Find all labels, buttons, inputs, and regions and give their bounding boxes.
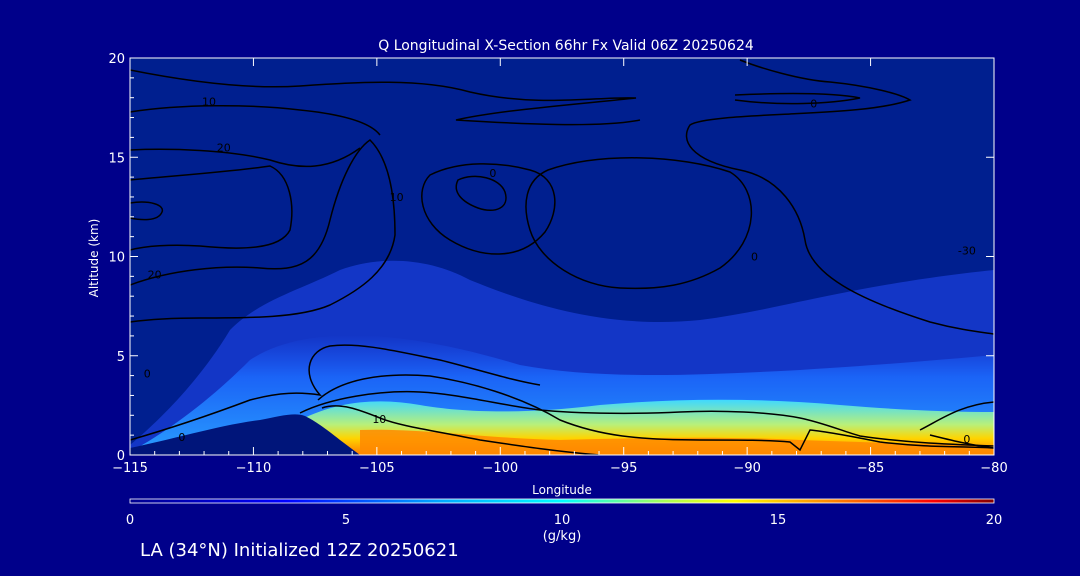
humidity-field-maximum bbox=[360, 429, 994, 455]
x-tick-label: −105 bbox=[359, 461, 395, 476]
colorbar-tick-label: 0 bbox=[126, 513, 134, 528]
contour-label: 10 bbox=[372, 413, 386, 426]
x-axis: −115 −110 −105 −100 −95 −90 −85 −80 bbox=[112, 58, 1008, 476]
contour-line bbox=[130, 139, 396, 323]
contour-label: -30 bbox=[958, 245, 976, 258]
colorbar-tick-label: 20 bbox=[986, 513, 1003, 528]
y-tick-label: 15 bbox=[108, 151, 125, 166]
y-tick-label: 0 bbox=[117, 449, 125, 464]
contour-line bbox=[321, 405, 601, 455]
x-axis-label: Longitude bbox=[532, 483, 592, 497]
colorbar-tick-label: 15 bbox=[770, 513, 787, 528]
colorbar bbox=[129, 498, 995, 504]
contour-line bbox=[130, 69, 641, 126]
contour-line bbox=[734, 92, 861, 105]
contour-label: 10 bbox=[390, 191, 404, 204]
contour-line bbox=[317, 374, 994, 452]
contour-line bbox=[130, 165, 293, 251]
contour-label: 0 bbox=[810, 98, 817, 111]
chart-title: Q Longitudinal X-Section 66hr Fx Valid 0… bbox=[378, 38, 754, 54]
contour-line bbox=[455, 175, 507, 212]
x-tick-label: −95 bbox=[610, 461, 637, 476]
contour-line bbox=[130, 201, 164, 221]
contour-line bbox=[525, 157, 752, 290]
x-tick-label: −85 bbox=[857, 461, 884, 476]
contour-line bbox=[685, 59, 994, 335]
contour-label: 20 bbox=[148, 268, 162, 281]
colorbar-tick-label: 10 bbox=[554, 513, 571, 528]
x-tick-label: −110 bbox=[236, 461, 272, 476]
contour-label: 0 bbox=[489, 167, 496, 180]
contour-label: 0 bbox=[751, 250, 758, 263]
footer-text: LA (34°N) Initialized 12Z 20250621 bbox=[140, 540, 459, 561]
contour-line bbox=[130, 147, 361, 168]
contour-line bbox=[421, 163, 556, 255]
contour-label: 0 bbox=[144, 368, 151, 381]
contour-label: 10 bbox=[202, 96, 216, 109]
contour-labels: 10 20 0 10 20 0 0 10 0 0 -30 0 bbox=[144, 96, 976, 446]
terrain bbox=[130, 414, 360, 455]
contour-label: 0 bbox=[178, 431, 185, 444]
x-tick-label: −80 bbox=[980, 461, 1007, 476]
contour-line bbox=[919, 401, 994, 431]
contour-line bbox=[299, 390, 994, 447]
colorbar-tick-label: 5 bbox=[342, 513, 350, 528]
y-tick-label: 20 bbox=[108, 52, 125, 67]
contour-lines bbox=[130, 59, 994, 455]
y-axis: 0 5 10 15 20 bbox=[108, 52, 994, 464]
x-tick-label: −115 bbox=[112, 461, 148, 476]
colorbar-ticks: 0 5 10 15 20 bbox=[126, 513, 1002, 528]
x-tick-label: −100 bbox=[482, 461, 518, 476]
contour-line bbox=[130, 104, 381, 136]
contour-line bbox=[130, 344, 541, 441]
y-tick-label: 10 bbox=[108, 251, 125, 266]
y-tick-label: 5 bbox=[117, 350, 125, 365]
contour-label: 20 bbox=[217, 141, 231, 154]
y-axis-label: Altitude (km) bbox=[87, 219, 101, 298]
contour-label: 0 bbox=[963, 433, 970, 446]
x-tick-label: −90 bbox=[733, 461, 760, 476]
colorbar-label: (g/kg) bbox=[543, 529, 582, 544]
contour-line bbox=[929, 434, 994, 449]
